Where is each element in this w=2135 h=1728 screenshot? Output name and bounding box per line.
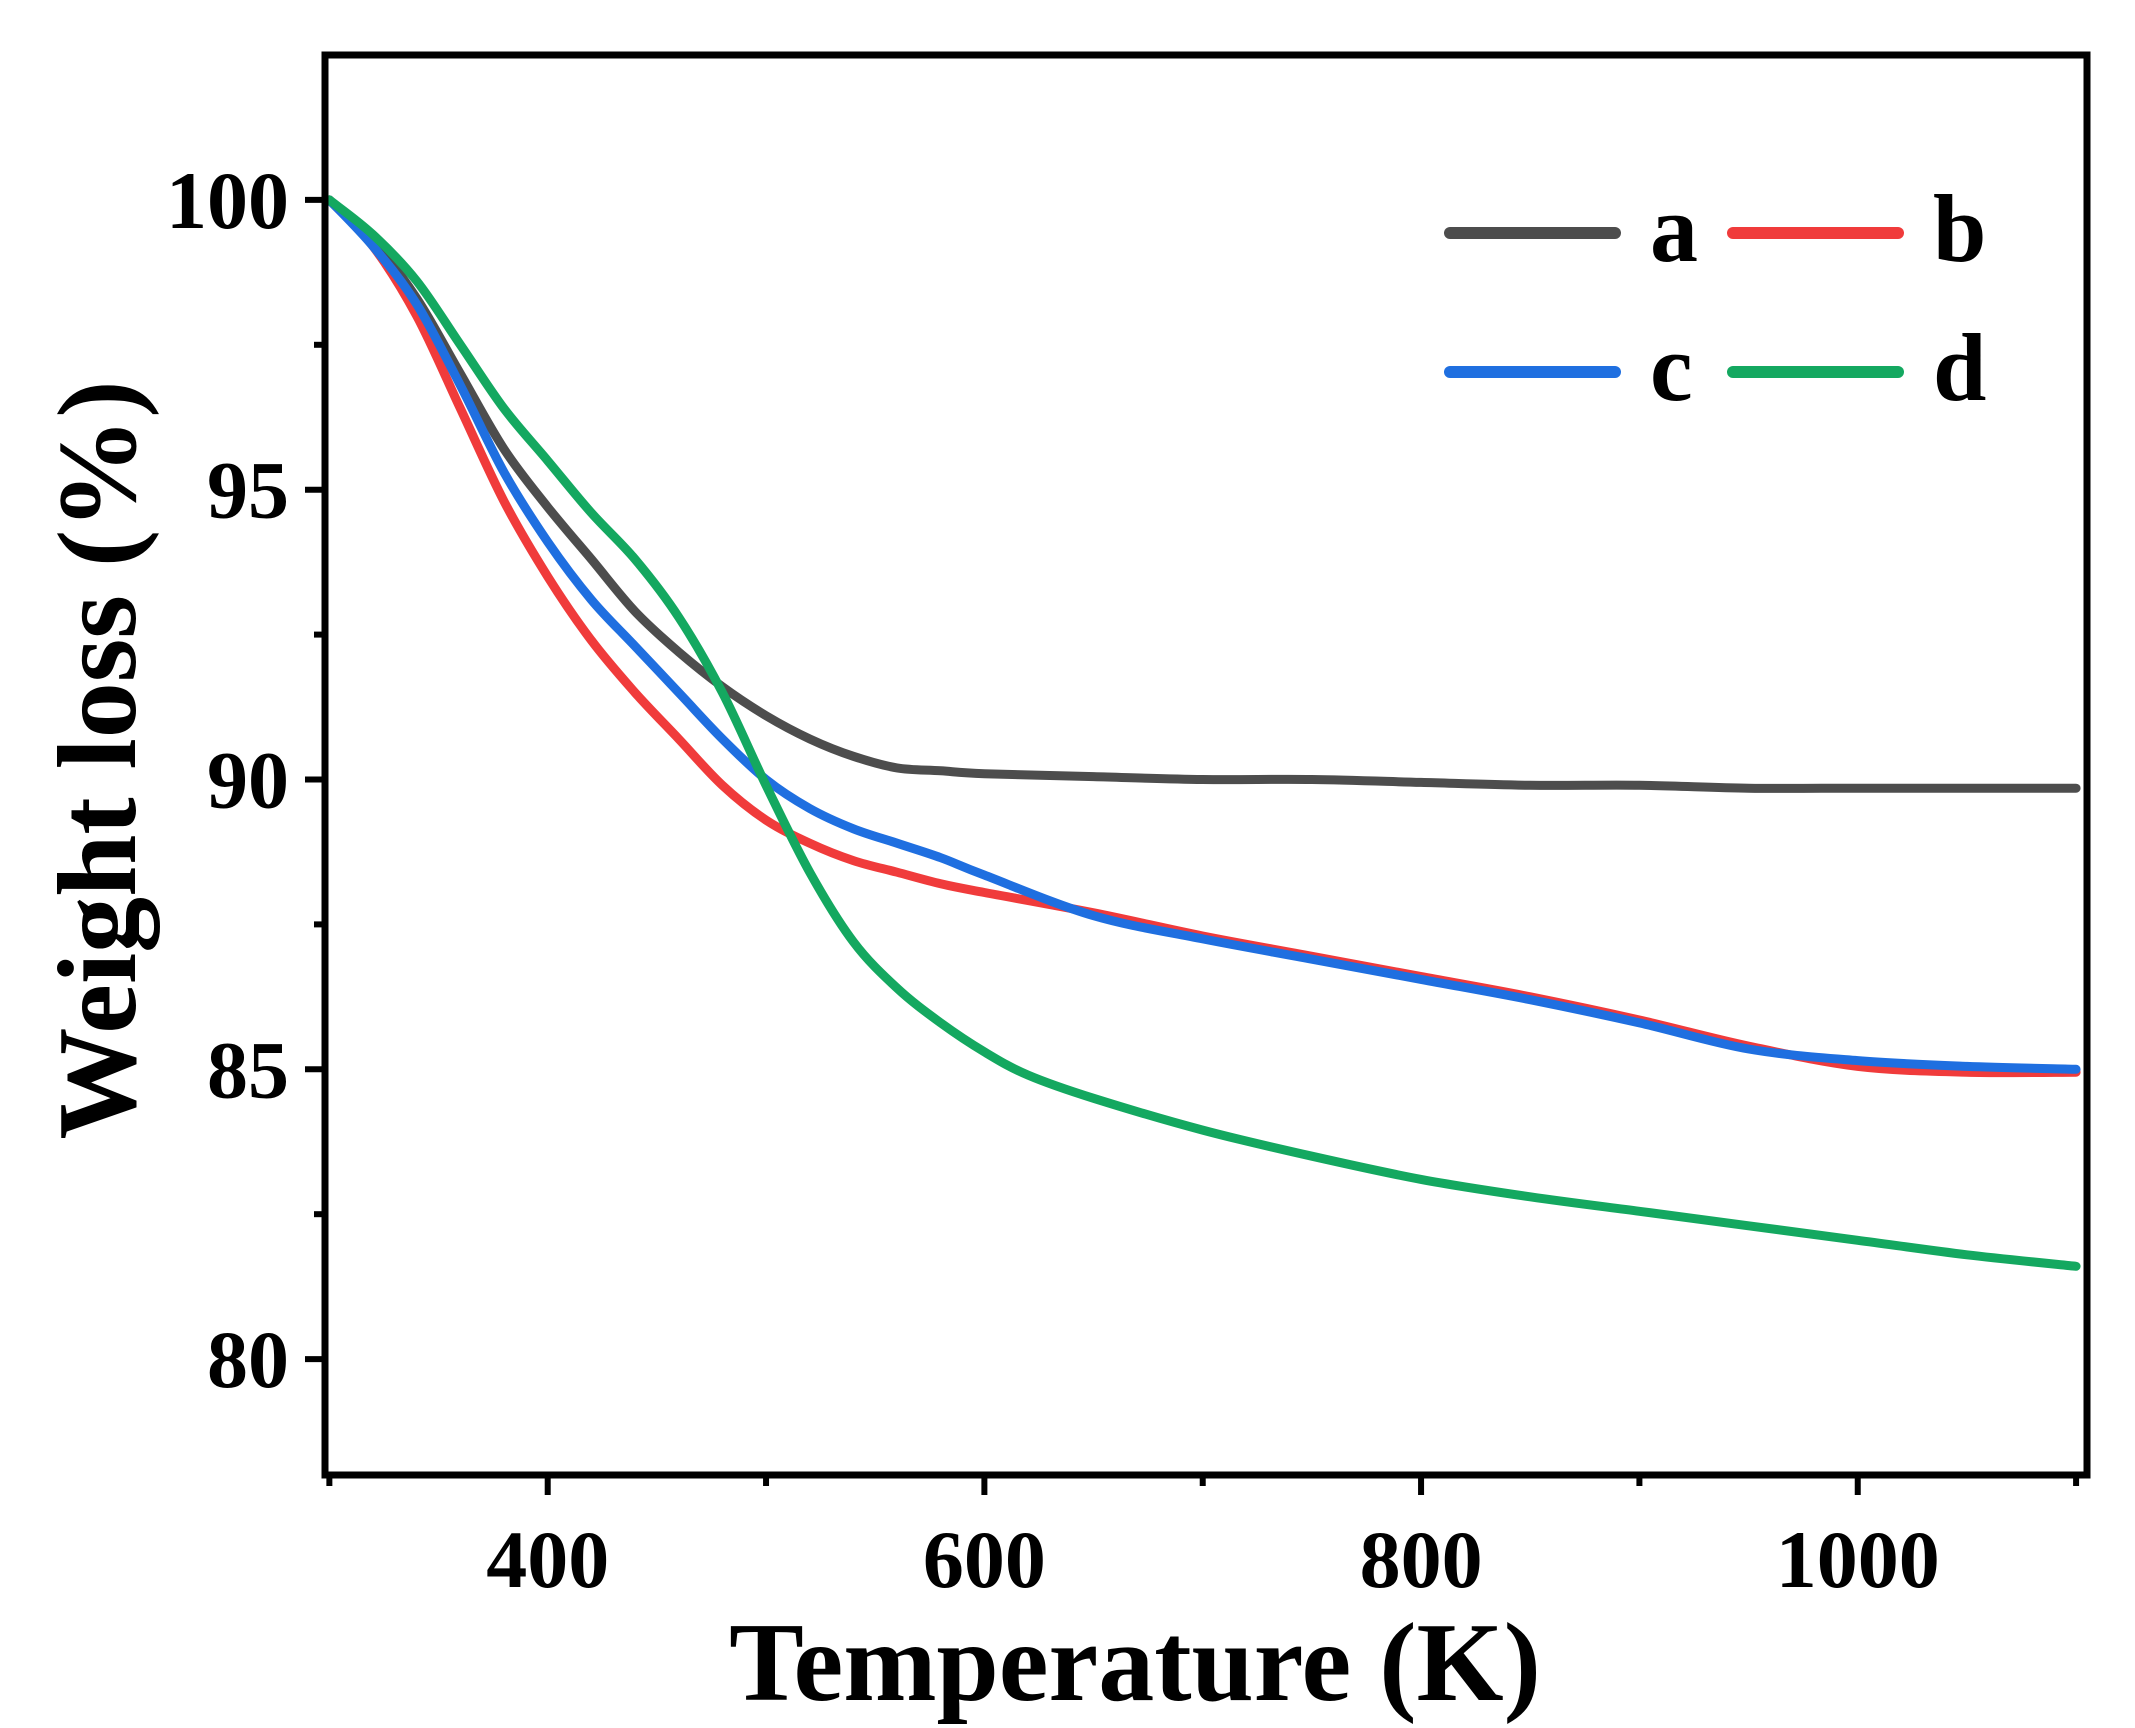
tick-label-layer: 400 600 800 1000 80 85 90 95 100: [166, 155, 1940, 1605]
legend-label-d: d: [1933, 314, 1986, 421]
x-axis-title: Temperature (K): [729, 1601, 1541, 1725]
y-tick-label: 85: [207, 1024, 289, 1115]
legend: a b c d: [1444, 175, 1986, 421]
y-tick-label: 95: [207, 445, 289, 536]
tick-layer: [305, 196, 2080, 1495]
plot-frame: [321, 51, 2091, 1479]
x-tick-label: 400: [486, 1514, 609, 1605]
series-layer: [324, 195, 2081, 1271]
series-line-d: [324, 195, 2081, 1271]
y-tick-label: 100: [166, 155, 289, 246]
legend-label-c: c: [1650, 314, 1693, 421]
y-tick-label: 90: [207, 734, 289, 825]
y-axis-title: Weight loss (%): [36, 380, 160, 1139]
legend-label-b: b: [1933, 175, 1986, 282]
series-line-a: [324, 195, 2081, 793]
x-tick-label: 600: [923, 1514, 1046, 1605]
x-tick-label: 800: [1360, 1514, 1483, 1605]
x-tick-label: 1000: [1776, 1514, 1940, 1605]
y-tick-label: 80: [207, 1314, 289, 1405]
series-line-c: [324, 195, 2081, 1074]
legend-label-a: a: [1650, 175, 1698, 282]
